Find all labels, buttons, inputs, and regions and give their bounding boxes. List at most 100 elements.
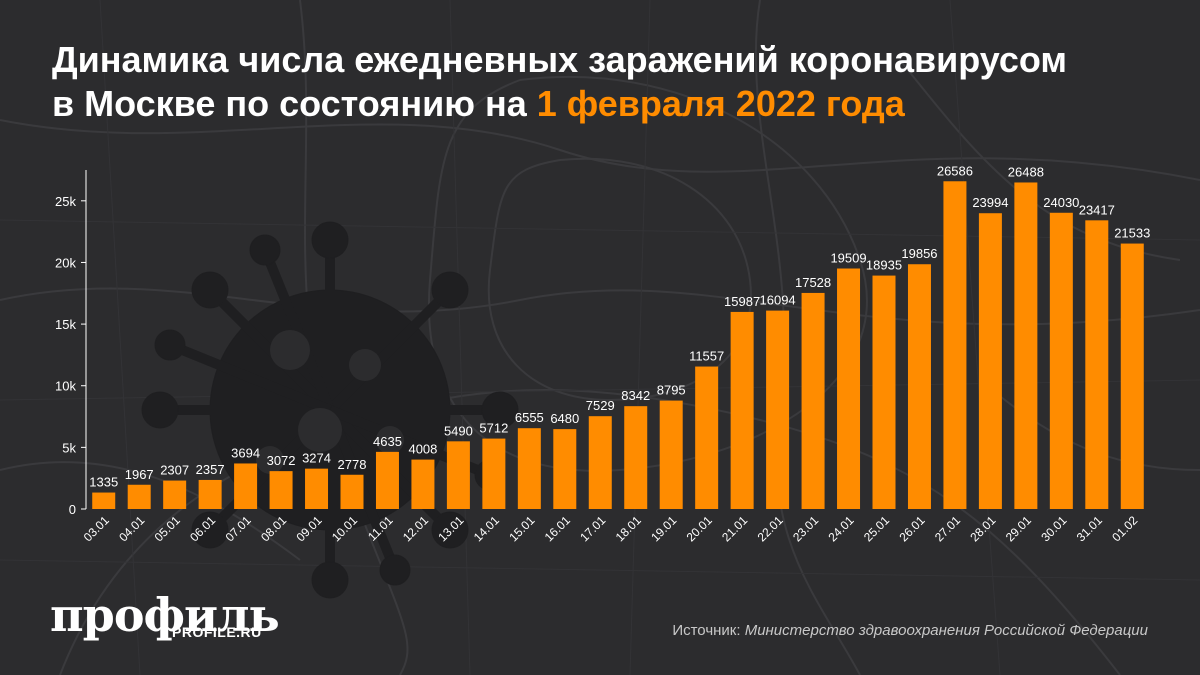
- x-tick-label: 27.01: [932, 513, 963, 544]
- bar: [801, 292, 825, 509]
- x-tick-label: 24.01: [826, 513, 857, 544]
- x-tick-label: 01.02: [1109, 513, 1140, 544]
- x-tick-label: 06.01: [187, 513, 218, 544]
- bar: [1014, 182, 1038, 509]
- data-label: 17528: [795, 275, 831, 290]
- data-label: 16094: [760, 293, 796, 308]
- bar: [624, 406, 648, 509]
- data-label: 1967: [125, 467, 154, 482]
- bar: [1120, 243, 1144, 510]
- bar: [92, 492, 116, 509]
- bar: [446, 441, 470, 509]
- data-label: 15987: [724, 294, 760, 309]
- bar: [482, 438, 506, 509]
- data-label: 5712: [479, 421, 508, 436]
- data-label: 6480: [550, 411, 579, 426]
- y-tick-label: 10k: [55, 379, 76, 394]
- x-tick-label: 13.01: [435, 513, 466, 544]
- x-tick-label: 10.01: [329, 513, 360, 544]
- y-tick-label: 5k: [62, 440, 76, 455]
- x-tick-label: 20.01: [684, 513, 715, 544]
- bar: [234, 463, 258, 509]
- bar: [766, 310, 790, 509]
- x-tick-label: 08.01: [258, 513, 289, 544]
- logo-wordmark: профиль: [50, 588, 280, 642]
- x-tick-label: 31.01: [1074, 513, 1105, 544]
- x-tick-label: 21.01: [719, 513, 750, 544]
- x-tick-label: 19.01: [648, 513, 679, 544]
- chart-title: Динамика числа ежедневных заражений коро…: [52, 38, 1172, 126]
- source-note: Источник: Министерство здравоохранения Р…: [672, 622, 1148, 639]
- bar: [978, 213, 1002, 509]
- data-label: 7529: [586, 398, 615, 413]
- bar: [269, 471, 293, 509]
- x-tick-label: 09.01: [294, 513, 325, 544]
- bar: [695, 366, 719, 509]
- data-label: 4008: [408, 442, 437, 457]
- bar: [1085, 220, 1109, 509]
- bar: [340, 474, 364, 509]
- data-label: 1335: [89, 475, 118, 490]
- x-tick-label: 25.01: [861, 513, 892, 544]
- data-label: 23417: [1079, 202, 1115, 217]
- bar: [588, 416, 612, 509]
- x-tick-label: 15.01: [506, 513, 537, 544]
- data-label: 26586: [937, 163, 973, 178]
- data-label: 2778: [338, 457, 367, 472]
- bar: [198, 479, 222, 509]
- x-tick-label: 11.01: [365, 513, 396, 544]
- bar: [375, 451, 399, 509]
- y-tick-label: 25k: [55, 194, 76, 209]
- bar: [872, 275, 896, 509]
- x-tick-label: 30.01: [1038, 513, 1069, 544]
- x-tick-label: 07.01: [223, 513, 254, 544]
- data-label: 18935: [866, 258, 902, 273]
- x-tick-label: 16.01: [542, 513, 573, 544]
- source-name: Министерство здравоохранения Российской …: [744, 622, 1148, 639]
- source-label: Источник:: [672, 622, 745, 639]
- x-tick-label: 14.01: [471, 513, 502, 544]
- title-date-highlight: 1 февраля 2022 года: [536, 83, 905, 124]
- data-label: 23994: [972, 195, 1008, 210]
- data-label: 21533: [1114, 226, 1150, 241]
- data-label: 26488: [1008, 164, 1044, 179]
- virus-illustration: [141, 221, 519, 599]
- x-tick-label: 22.01: [755, 513, 786, 544]
- x-tick-label: 18.01: [613, 513, 644, 544]
- bar: [659, 400, 683, 509]
- data-label: 6555: [515, 410, 544, 425]
- data-label: 24030: [1043, 195, 1079, 210]
- data-label: 8342: [621, 388, 650, 403]
- bar: [1049, 212, 1073, 509]
- data-label: 2357: [196, 462, 225, 477]
- bar: [553, 429, 577, 509]
- logo-site: PROFILE.RU: [172, 624, 262, 640]
- x-tick-label: 28.01: [967, 513, 998, 544]
- bar: [837, 268, 861, 509]
- x-tick-label: 26.01: [896, 513, 927, 544]
- y-tick-label: 20k: [55, 255, 76, 270]
- bar: [730, 311, 754, 509]
- bar: [127, 484, 151, 509]
- bar: [411, 459, 435, 509]
- title-line-2-prefix: в Москве по состоянию на: [52, 83, 537, 124]
- data-label: 5490: [444, 423, 473, 438]
- bar: [907, 264, 931, 509]
- y-tick-label: 15k: [55, 317, 76, 332]
- data-label: 19856: [901, 246, 937, 261]
- data-label: 2307: [160, 463, 189, 478]
- x-tick-label: 17.01: [577, 513, 608, 544]
- x-tick-label: 23.01: [790, 513, 821, 544]
- bar: [305, 468, 329, 509]
- title-line-1: Динамика числа ежедневных заражений коро…: [52, 39, 1068, 80]
- x-tick-label: 05.01: [152, 513, 183, 544]
- title-line-2: в Москве по состоянию на 1 февраля 2022 …: [52, 82, 1172, 126]
- data-label: 4635: [373, 434, 402, 449]
- data-label: 3072: [267, 453, 296, 468]
- y-tick-label: 0: [69, 502, 76, 517]
- x-tick-label: 29.01: [1003, 513, 1034, 544]
- data-label: 11557: [689, 349, 724, 364]
- x-tick-label: 03.01: [81, 513, 112, 544]
- data-label: 19509: [830, 251, 866, 266]
